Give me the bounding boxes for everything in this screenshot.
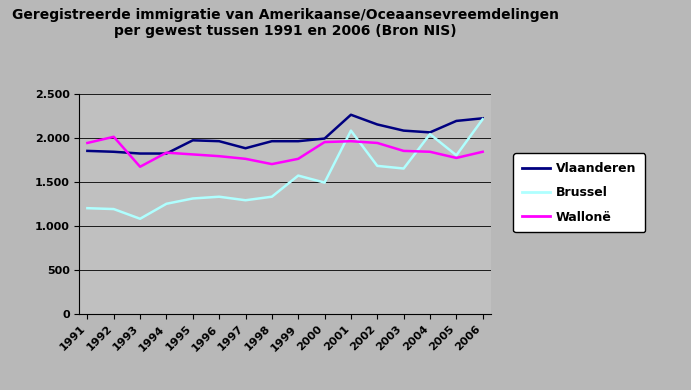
Wallonë bbox=[294, 156, 303, 161]
Wallonë bbox=[426, 149, 434, 154]
Wallonë bbox=[215, 154, 223, 158]
Brussel bbox=[347, 128, 355, 133]
Vlaanderen bbox=[294, 139, 303, 144]
Vlaanderen bbox=[136, 151, 144, 156]
Wallonë bbox=[321, 140, 329, 144]
Brussel bbox=[426, 132, 434, 136]
Legend: Vlaanderen, Brussel, Wallonë: Vlaanderen, Brussel, Wallonë bbox=[513, 153, 645, 232]
Wallonë bbox=[136, 165, 144, 169]
Vlaanderen bbox=[110, 149, 118, 154]
Line: Vlaanderen: Vlaanderen bbox=[87, 115, 483, 154]
Brussel bbox=[294, 173, 303, 178]
Brussel bbox=[399, 166, 408, 171]
Vlaanderen bbox=[241, 146, 249, 151]
Wallonë bbox=[347, 139, 355, 144]
Line: Wallonë: Wallonë bbox=[87, 137, 483, 167]
Wallonë bbox=[162, 150, 171, 155]
Wallonë bbox=[189, 152, 197, 157]
Vlaanderen bbox=[267, 139, 276, 144]
Brussel bbox=[189, 196, 197, 201]
Wallonë bbox=[83, 141, 91, 145]
Vlaanderen bbox=[479, 116, 487, 121]
Brussel bbox=[452, 153, 460, 158]
Vlaanderen bbox=[83, 149, 91, 153]
Wallonë bbox=[399, 149, 408, 153]
Brussel bbox=[83, 206, 91, 211]
Brussel bbox=[136, 216, 144, 221]
Vlaanderen bbox=[452, 119, 460, 123]
Brussel bbox=[267, 194, 276, 199]
Brussel bbox=[321, 180, 329, 185]
Vlaanderen bbox=[399, 128, 408, 133]
Vlaanderen bbox=[321, 136, 329, 141]
Wallonë bbox=[452, 156, 460, 160]
Brussel bbox=[162, 201, 171, 206]
Wallonë bbox=[267, 162, 276, 167]
Vlaanderen bbox=[347, 112, 355, 117]
Vlaanderen bbox=[162, 151, 171, 156]
Brussel bbox=[241, 198, 249, 202]
Vlaanderen bbox=[215, 139, 223, 144]
Wallonë bbox=[479, 149, 487, 154]
Vlaanderen bbox=[426, 130, 434, 135]
Wallonë bbox=[110, 135, 118, 139]
Wallonë bbox=[241, 156, 249, 161]
Line: Brussel: Brussel bbox=[87, 119, 483, 219]
Brussel bbox=[215, 194, 223, 199]
Vlaanderen bbox=[373, 122, 381, 127]
Brussel bbox=[373, 163, 381, 168]
Vlaanderen bbox=[189, 138, 197, 143]
Brussel bbox=[110, 207, 118, 211]
Text: Geregistreerde immigratie van Amerikaanse/Oceaansevreemdelingen
per gewest tusse: Geregistreerde immigratie van Amerikaans… bbox=[12, 8, 558, 38]
Wallonë bbox=[373, 141, 381, 145]
Brussel bbox=[479, 117, 487, 122]
